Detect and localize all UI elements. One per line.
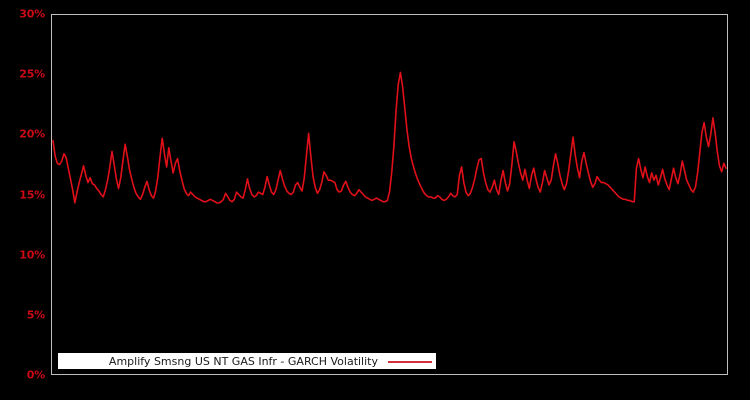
- plot-area: Amplify Smsng US NT GAS Infr - GARCH Vol…: [51, 14, 728, 375]
- legend: Amplify Smsng US NT GAS Infr - GARCH Vol…: [58, 353, 436, 369]
- legend-line-swatch: [388, 353, 432, 369]
- y-tick-label: 0%: [26, 368, 45, 382]
- y-tick-label: 10%: [19, 248, 45, 262]
- y-tick-label: 20%: [19, 127, 45, 141]
- y-tick-label: 30%: [19, 7, 45, 21]
- y-tick-label: 15%: [19, 188, 45, 201]
- y-axis: 30% 25% 20% 15% 10% 5% 0%: [0, 0, 51, 400]
- legend-label: Amplify Smsng US NT GAS Infr - GARCH Vol…: [108, 354, 378, 368]
- series-plot: [52, 15, 727, 374]
- y-tick-label: 25%: [19, 67, 45, 81]
- y-tick-label: 5%: [26, 308, 45, 322]
- garch-volatility-line: [53, 72, 726, 202]
